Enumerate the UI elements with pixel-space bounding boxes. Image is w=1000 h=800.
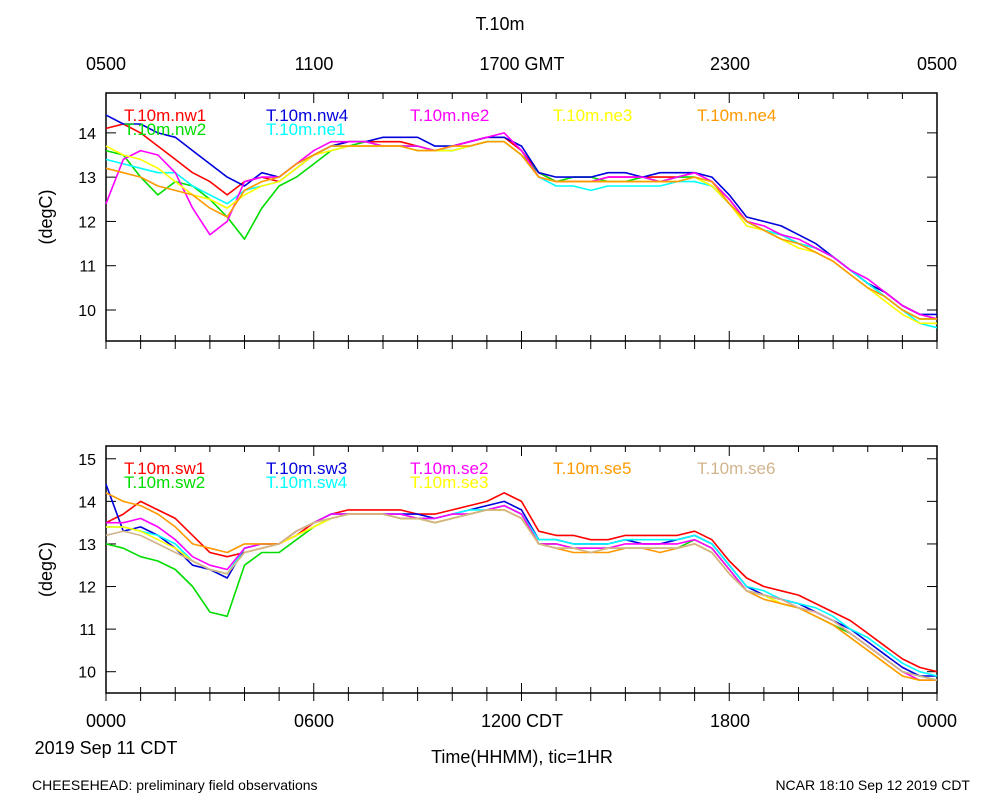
y-tick-label: 10 <box>78 303 96 320</box>
bottom-axis-labels: 0000 0600 1200 CDT 1800 0000 <box>86 711 957 731</box>
y-tick-label: 12 <box>78 214 96 231</box>
bottom-axis-tick-label: 1200 CDT <box>481 711 563 731</box>
legend-entry-T-10m-nw1: T.10m.nw1 <box>124 106 206 125</box>
legend-entry-T-10m-se5: T.10m.se5 <box>553 459 631 478</box>
legend-entry-T-10m-sw3: T.10m.sw3 <box>266 459 347 478</box>
legend-entry-T-10m-ne2: T.10m.ne2 <box>410 106 489 125</box>
legend-entry-T-10m-sw4: T.10m.sw4 <box>266 473 347 492</box>
legend-entry-T-10m-sw1: T.10m.sw1 <box>124 459 205 478</box>
legend-entry-T-10m-se6: T.10m.se6 <box>697 459 775 478</box>
y-axis-label: (degC) <box>36 542 56 597</box>
bottom-axis-tick-label: 0000 <box>86 711 126 731</box>
series-line-T-10m-se2 <box>106 504 937 682</box>
bottom-axis-tick-label: 0600 <box>294 711 334 731</box>
bottom-axis-tick-label: 0000 <box>917 711 957 731</box>
series-line-T-10m-sw4 <box>106 504 938 677</box>
y-tick-label: 11 <box>79 259 96 276</box>
series-line-T-10m-nw4 <box>105 114 937 316</box>
legend-entry-T-10m-se3: T.10m.se3 <box>410 473 488 492</box>
footer-left: CHEESEHEAD: preliminary field observatio… <box>32 777 318 793</box>
legend-entry-T-10m-sw2: T.10m.sw2 <box>124 473 205 492</box>
legend-entry-T-10m-nw4: T.10m.nw4 <box>266 106 348 125</box>
top-axis-tick-label: 0500 <box>86 54 126 74</box>
series-line-T-10m-se5 <box>105 492 937 682</box>
series-line-T-10m-sw2 <box>105 504 938 681</box>
y-tick-label: 10 <box>78 665 96 682</box>
legend-entry-T-10m-ne4: T.10m.ne4 <box>697 106 776 125</box>
legend-entry-T-10m-ne3: T.10m.ne3 <box>553 106 632 125</box>
bottom-axis-tick-label: 1800 <box>710 711 750 731</box>
chart-title: T.10m <box>475 14 524 34</box>
top-axis-tick-label: 2300 <box>710 54 750 74</box>
footer-right: NCAR 18:10 Sep 12 2019 CDT <box>775 777 970 793</box>
legend-entry-T-10m-se2: T.10m.se2 <box>410 459 488 478</box>
top-axis-tick-label: 0500 <box>917 54 957 74</box>
series-line-T-10m-sw3 <box>105 484 937 677</box>
legend-entry-T-10m-nw2: T.10m.nw2 <box>124 120 206 139</box>
legend-entry-T-10m-ne1: T.10m.ne1 <box>266 120 345 139</box>
y-tick-label: 14 <box>78 126 96 143</box>
y-axis-label: (degC) <box>36 189 56 244</box>
top-axis-labels: 0500 1100 1700 GMT 2300 0500 <box>86 54 957 74</box>
series-line-T-10m-se6 <box>105 509 938 681</box>
y-tick-label: 12 <box>78 580 96 597</box>
y-tick-label: 13 <box>78 537 96 554</box>
y-tick-label: 15 <box>78 452 96 469</box>
series-line-T-10m-ne1 <box>105 140 938 329</box>
y-tick-label: 11 <box>79 622 96 639</box>
date-label: 2019 Sep 11 CDT <box>35 738 178 758</box>
y-tick-label: 14 <box>78 494 96 511</box>
series-line-T-10m-ne4 <box>105 140 937 320</box>
series-line-T-10m-nw2 <box>105 140 937 320</box>
series-line-T-10m-ne3 <box>105 140 937 325</box>
top-axis-tick-label: 1700 GMT <box>479 54 564 74</box>
y-tick-label: 13 <box>78 170 96 187</box>
plot-frame <box>105 92 938 342</box>
series-line-T-10m-ne2 <box>105 132 938 320</box>
top-axis-tick-label: 1100 <box>295 54 334 74</box>
series-line-T-10m-se3 <box>106 509 937 682</box>
x-axis-label: Time(HHMM), tic=1HR <box>431 747 613 767</box>
